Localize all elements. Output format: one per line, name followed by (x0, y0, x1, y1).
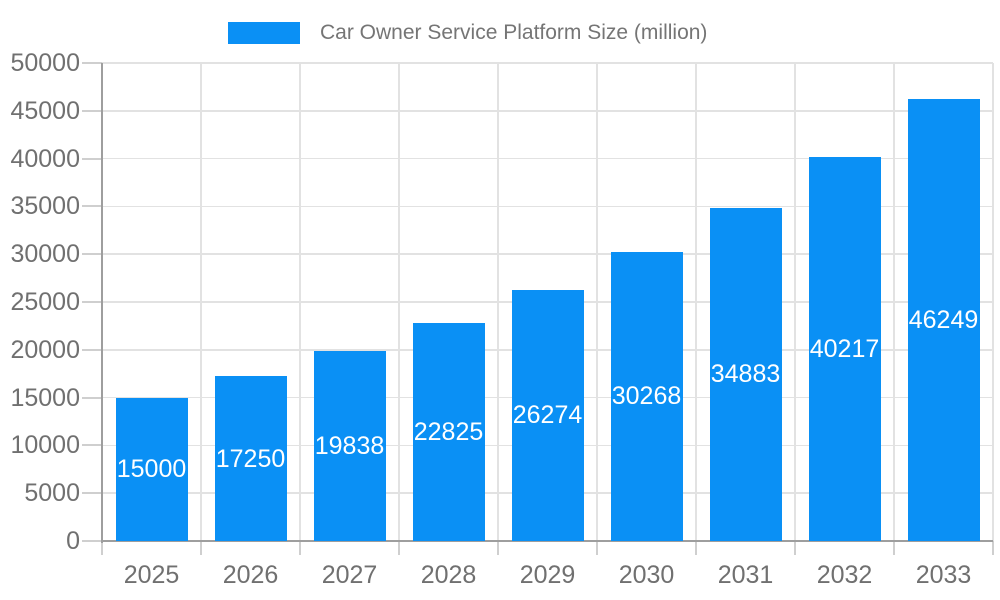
x-tick (200, 541, 202, 555)
y-tick-label: 25000 (10, 288, 80, 316)
x-tick-label: 2026 (222, 561, 279, 589)
y-tick-label: 50000 (10, 49, 80, 77)
bar[interactable] (313, 351, 386, 541)
v-gridline (299, 63, 301, 541)
x-tick (992, 541, 994, 555)
x-tick (101, 541, 103, 555)
y-tick-label: 45000 (10, 96, 80, 125)
v-gridline (695, 63, 697, 541)
bar[interactable] (115, 397, 188, 541)
x-tick-label: 2025 (123, 561, 180, 589)
x-tick (893, 541, 895, 555)
y-tick (82, 62, 102, 64)
x-tick-label: 2029 (519, 561, 576, 589)
bar[interactable] (709, 207, 782, 541)
y-tick-label: 40000 (10, 144, 80, 173)
v-gridline (596, 63, 598, 541)
x-tick-label: 2031 (717, 561, 774, 589)
h-gridline (102, 110, 993, 112)
y-tick-label: 0 (66, 527, 80, 555)
v-gridline (794, 63, 796, 541)
x-tick (695, 541, 697, 555)
v-gridline (893, 63, 895, 541)
bar[interactable] (907, 98, 980, 541)
y-axis-line (101, 63, 103, 543)
v-gridline (398, 63, 400, 541)
y-tick (82, 205, 102, 208)
y-tick (82, 444, 102, 447)
v-gridline (200, 63, 202, 541)
x-tick-label: 2033 (915, 561, 972, 589)
h-gridline (102, 157, 993, 160)
x-tick-label: 2027 (321, 561, 378, 589)
y-tick (82, 253, 102, 256)
y-tick-label: 10000 (10, 431, 80, 460)
x-tick (398, 541, 400, 555)
x-tick-label: 2032 (816, 561, 873, 589)
h-gridline (102, 205, 993, 208)
x-tick-label: 2028 (420, 561, 477, 589)
bar[interactable] (610, 251, 683, 541)
v-gridline (497, 63, 499, 541)
bar[interactable] (808, 156, 881, 541)
bar[interactable] (412, 322, 485, 541)
x-tick-label: 2030 (618, 561, 675, 589)
x-axis-line (102, 540, 993, 542)
y-tick (82, 301, 102, 303)
x-tick (794, 541, 796, 555)
y-tick (82, 396, 102, 399)
y-tick (82, 348, 102, 351)
y-tick (82, 157, 102, 160)
h-gridline (102, 62, 993, 64)
y-tick (82, 540, 102, 542)
y-tick-label: 30000 (10, 240, 80, 269)
x-tick (497, 541, 499, 555)
legend-label: Car Owner Service Platform Size (million… (320, 21, 708, 44)
bar[interactable] (214, 376, 287, 541)
y-tick-label: 20000 (10, 335, 80, 364)
y-tick-label: 35000 (10, 192, 80, 221)
y-tick (82, 492, 102, 495)
y-tick-label: 15000 (10, 383, 80, 412)
bar[interactable] (511, 289, 584, 541)
h-gridline (102, 253, 993, 255)
x-tick (596, 541, 598, 555)
v-gridline (992, 63, 994, 541)
legend-item[interactable]: Car Owner Service Platform Size (million… (228, 20, 707, 46)
y-tick (82, 109, 102, 112)
y-tick-label: 5000 (24, 479, 80, 508)
legend-swatch (228, 22, 300, 44)
x-tick (299, 541, 301, 555)
